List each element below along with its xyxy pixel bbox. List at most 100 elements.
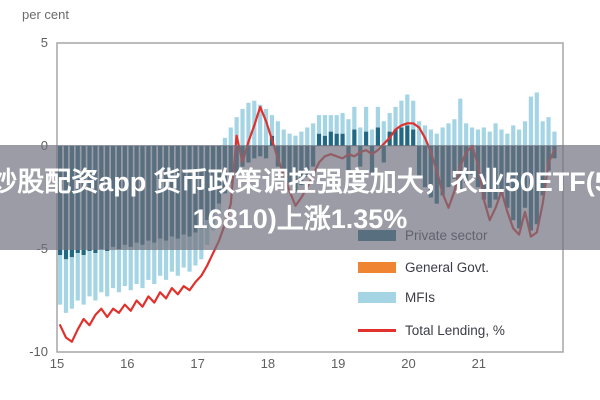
- bar-segment: [416, 121, 422, 146]
- bar-segment: [381, 121, 386, 146]
- bar-segment: [375, 127, 380, 146]
- headline-line-2: 16810)上涨1.35%: [192, 203, 408, 234]
- bar-segment: [316, 133, 322, 146]
- bar-segment: [311, 123, 316, 146]
- bar-segment: [234, 117, 239, 146]
- bar-segment: [93, 253, 98, 301]
- bar-segment: [158, 238, 163, 276]
- bar-segment: [364, 106, 369, 132]
- bar-segment: [369, 129, 375, 146]
- bar-segment: [528, 96, 533, 146]
- bar-segment: [393, 106, 398, 130]
- legend-item: Total Lending, %: [358, 322, 505, 338]
- legend-item: MFIs: [358, 289, 435, 305]
- y-axis-unit-label: per cent: [22, 7, 69, 22]
- bar-segment: [122, 244, 127, 287]
- bar-segment: [375, 106, 380, 128]
- x-tick-label: 21: [471, 356, 487, 371]
- bar-segment: [240, 108, 245, 146]
- bar-segment: [411, 100, 416, 130]
- bar-segment: [387, 113, 392, 132]
- bar-segment: [63, 259, 69, 313]
- bar-segment: [322, 135, 328, 146]
- bar-segment: [328, 115, 333, 132]
- bar-segment: [181, 234, 186, 268]
- bar-segment: [522, 121, 528, 146]
- bar-segment: [481, 127, 486, 146]
- bar-segment: [340, 113, 345, 134]
- bar-segment: [517, 129, 522, 146]
- bar-segment: [552, 131, 557, 146]
- bar-segment: [334, 115, 339, 134]
- bar-segment: [446, 123, 451, 146]
- bar-segment: [275, 121, 280, 146]
- bar-segment: [340, 133, 345, 146]
- bar-segment: [405, 125, 410, 146]
- bar-segment: [287, 133, 292, 146]
- bar-segment: [546, 117, 551, 146]
- bar-segment: [269, 115, 275, 136]
- x-tick-label: 15: [49, 356, 65, 371]
- bar-segment: [305, 127, 310, 146]
- bar-segment: [487, 131, 492, 146]
- bar-segment: [152, 242, 157, 285]
- bar-segment: [464, 123, 469, 146]
- bar-segment: [169, 236, 175, 272]
- bar-segment: [511, 125, 516, 146]
- legend-line-swatch: [358, 328, 396, 332]
- bar-segment: [434, 133, 439, 146]
- legend-bar-swatch: [358, 261, 396, 273]
- bar-segment: [352, 129, 357, 146]
- bar-segment: [187, 236, 192, 272]
- headline-overlay-band: 炒股配资app 货币政策调控强度加大，农业50ETF(5 16810)上涨1.3…: [0, 145, 600, 250]
- bar-segment: [493, 123, 498, 146]
- bar-segment: [293, 135, 298, 146]
- bar-segment: [87, 251, 92, 297]
- bar-segment: [316, 115, 322, 134]
- bar-segment: [322, 115, 328, 136]
- bar-segment: [328, 131, 333, 146]
- bar-segment: [163, 240, 169, 280]
- x-tick-label: 17: [190, 356, 205, 371]
- bar-segment: [228, 127, 233, 146]
- bar-segment: [69, 257, 74, 309]
- bar-segment: [246, 102, 251, 146]
- bar-segment: [175, 238, 180, 276]
- bar-segment: [134, 242, 139, 285]
- bar-segment: [81, 255, 86, 305]
- y-tick-label: 5: [40, 35, 48, 50]
- y-tick-label: -10: [29, 344, 48, 359]
- bar-segment: [128, 246, 133, 291]
- bar-segment: [469, 127, 475, 146]
- bar-segment: [399, 127, 404, 146]
- bar-segment: [364, 131, 369, 146]
- bar-segment: [222, 137, 227, 146]
- bar-segment: [358, 127, 363, 146]
- bar-segment: [258, 104, 263, 146]
- x-tick-label: 19: [330, 356, 346, 371]
- bar-segment: [116, 249, 122, 293]
- legend-item: General Govt.: [358, 259, 489, 275]
- bar-segment: [475, 129, 481, 146]
- x-tick-label: 18: [260, 356, 276, 371]
- bar-segment: [58, 255, 63, 305]
- bar-segment: [440, 127, 445, 146]
- legend-label: General Govt.: [405, 259, 490, 275]
- legend-bar-swatch: [358, 291, 396, 303]
- bar-segment: [299, 131, 304, 146]
- legend-label: MFIs: [405, 289, 435, 305]
- bar-segment: [105, 251, 110, 297]
- bar-segment: [352, 106, 357, 130]
- bar-segment: [405, 94, 410, 126]
- bar-segment: [411, 129, 416, 146]
- bar-segment: [428, 129, 433, 146]
- bar-segment: [458, 98, 463, 146]
- bar-segment: [263, 108, 269, 146]
- bar-segment: [540, 121, 545, 146]
- bar-segment: [393, 129, 398, 146]
- bar-segment: [399, 100, 404, 128]
- bar-segment: [452, 119, 457, 146]
- legend-label: Total Lending, %: [405, 322, 505, 338]
- x-tick-label: 20: [401, 356, 416, 371]
